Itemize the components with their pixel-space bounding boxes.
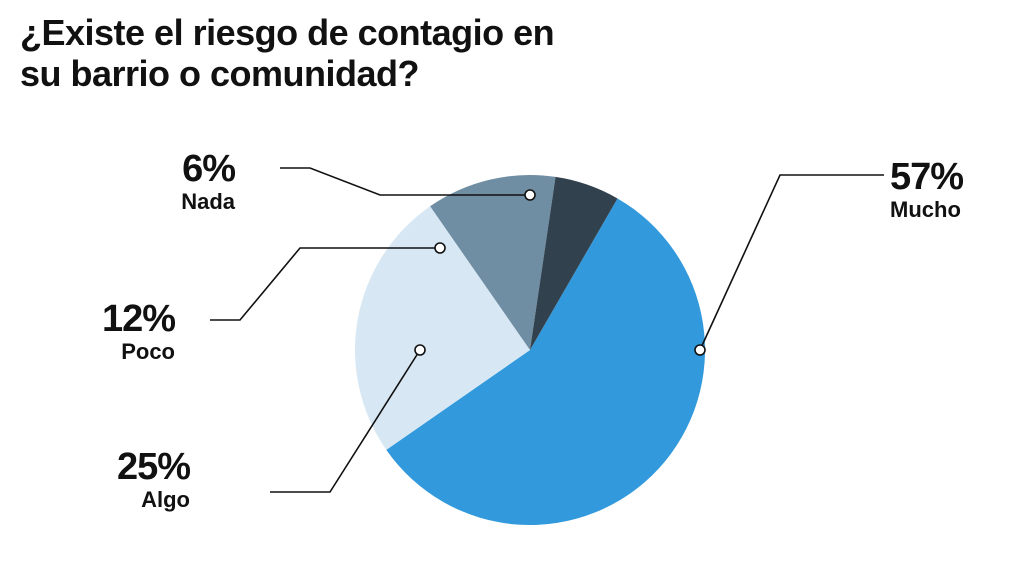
leader-marker [435, 243, 445, 253]
slice-label: 6%Nada [115, 150, 235, 214]
slice-pct: 6% [115, 150, 235, 188]
slice-label: 57%Mucho [890, 158, 1010, 222]
slice-label: 12%Poco [55, 300, 175, 364]
leader-marker [525, 190, 535, 200]
leader-marker [695, 345, 705, 355]
slice-category: Poco [55, 340, 175, 364]
slice-category: Algo [70, 488, 190, 512]
slice-label: 25%Algo [70, 448, 190, 512]
slice-pct: 57% [890, 158, 1010, 196]
slice-pct: 25% [70, 448, 190, 486]
leader-marker [415, 345, 425, 355]
slice-category: Mucho [890, 198, 1010, 222]
slice-category: Nada [115, 190, 235, 214]
leader-line [700, 175, 884, 350]
slice-pct: 12% [55, 300, 175, 338]
